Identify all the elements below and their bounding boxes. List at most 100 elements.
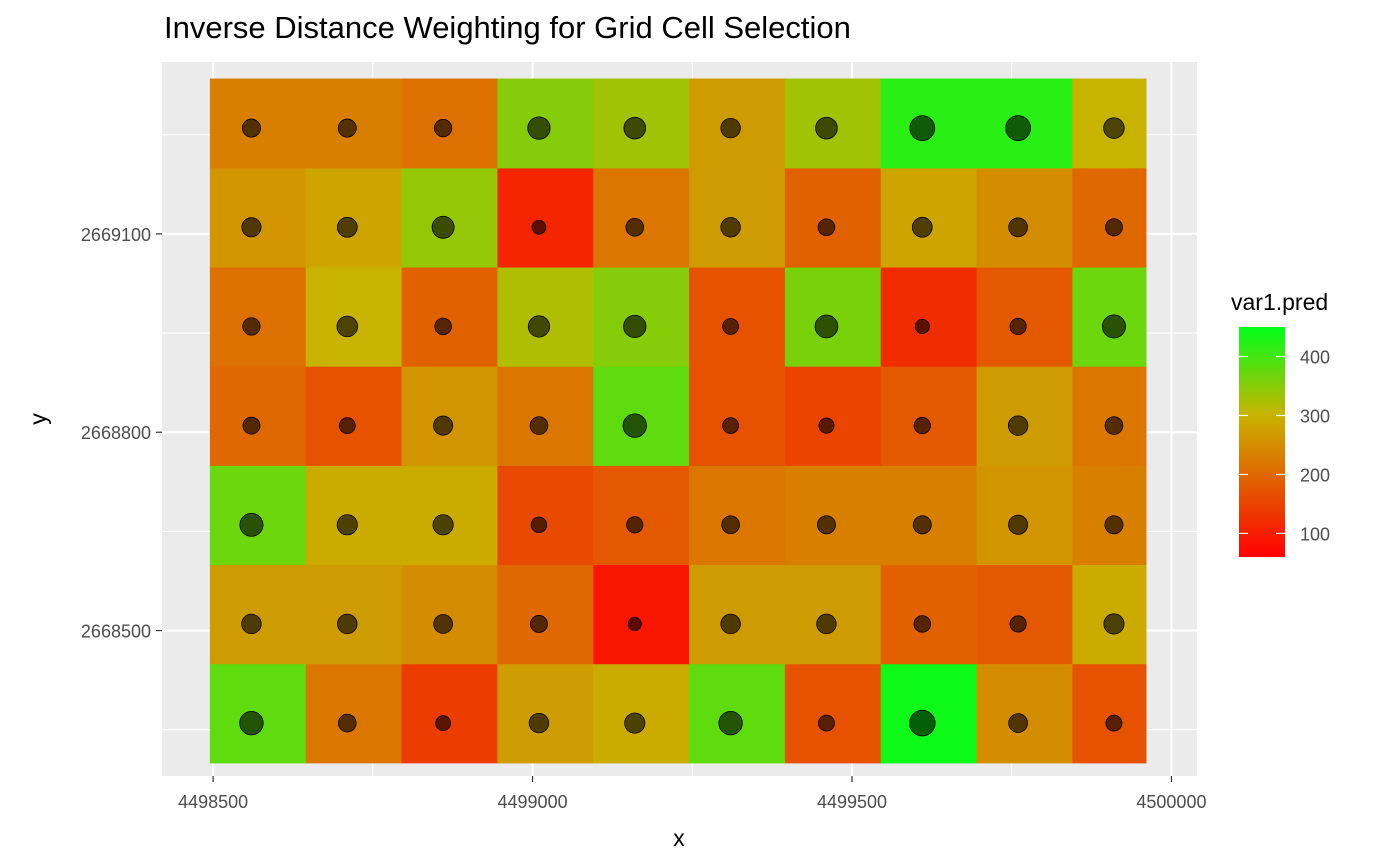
data-point	[1103, 117, 1125, 139]
data-point	[527, 315, 551, 338]
data-point	[1103, 613, 1125, 635]
data-point	[241, 118, 261, 138]
data-point	[913, 615, 932, 633]
heatmap-cells	[209, 78, 1147, 764]
data-point	[814, 314, 839, 339]
heatmap-cell	[209, 266, 307, 367]
legend-tick-label: 400	[1300, 347, 1330, 367]
heatmap-cell	[305, 366, 403, 466]
data-point	[529, 416, 549, 435]
data-point	[818, 714, 835, 732]
data-point	[913, 417, 931, 435]
heatmap-cell	[305, 465, 403, 566]
y-tick-label: 2668800	[81, 423, 151, 443]
heatmap-cell	[497, 266, 594, 367]
heatmap-cell	[497, 564, 594, 665]
heatmap-cell	[784, 366, 882, 466]
heatmap-cell	[976, 167, 1074, 268]
heatmap-cell	[1072, 465, 1147, 566]
heatmap-cell	[401, 663, 499, 764]
data-point	[242, 317, 261, 336]
heatmap-cell	[1072, 564, 1147, 665]
y-axis-label: y	[25, 413, 51, 425]
data-point	[435, 715, 451, 731]
heatmap-cell	[497, 366, 594, 466]
heatmap-cell	[305, 663, 403, 764]
heatmap-cell	[401, 167, 499, 268]
heatmap-cell	[593, 564, 690, 665]
legend-colorbar	[1239, 327, 1285, 557]
data-point	[239, 512, 264, 537]
heatmap-cell	[784, 663, 882, 764]
data-point	[338, 713, 357, 733]
heatmap-cell	[209, 564, 307, 665]
data-point	[818, 417, 835, 434]
heatmap-cell	[976, 366, 1074, 466]
x-tick-label: 4500000	[1136, 792, 1206, 812]
heatmap-cell	[880, 366, 978, 466]
data-point	[817, 218, 836, 237]
data-point	[239, 710, 264, 736]
heatmap-cell	[1072, 366, 1147, 466]
data-point	[1101, 314, 1126, 339]
chart-title: Inverse Distance Weighting for Grid Cell…	[164, 10, 851, 45]
heatmap-cell	[497, 465, 594, 566]
x-tick-label: 4498500	[178, 792, 248, 812]
data-point	[625, 218, 645, 237]
heatmap-cell	[593, 465, 690, 566]
data-point	[624, 712, 646, 734]
data-point	[720, 613, 741, 635]
heatmap-cell	[880, 465, 978, 566]
data-point	[1008, 217, 1028, 238]
data-point	[431, 215, 455, 239]
heatmap-cell	[401, 564, 499, 665]
data-point	[911, 216, 933, 238]
heatmap-cell	[880, 266, 978, 367]
heatmap-cell	[401, 465, 499, 566]
legend-tick-label: 300	[1300, 406, 1330, 426]
data-point	[528, 712, 550, 734]
data-point	[1009, 615, 1027, 633]
data-point	[241, 217, 262, 238]
data-point	[338, 417, 356, 434]
data-point	[1104, 416, 1124, 435]
data-point	[242, 416, 261, 435]
data-point	[720, 217, 741, 238]
heatmap-cell	[1072, 663, 1147, 764]
heatmap-cell	[976, 663, 1074, 764]
heatmap-cell	[497, 663, 594, 764]
heatmap-cell	[401, 366, 499, 466]
data-points	[239, 115, 1126, 737]
x-tick-label: 4499000	[498, 792, 568, 812]
data-point	[433, 415, 454, 436]
heatmap-cell	[880, 564, 978, 665]
data-point	[909, 709, 936, 737]
data-point	[434, 119, 453, 138]
heatmap-cell	[593, 167, 690, 268]
data-point	[531, 219, 547, 235]
data-point	[337, 118, 357, 138]
data-point	[1105, 714, 1123, 732]
data-point	[722, 417, 739, 434]
heatmap-cell	[1072, 167, 1147, 268]
data-point	[722, 318, 739, 335]
data-point	[626, 516, 644, 534]
heatmap-cell	[976, 465, 1074, 566]
data-point	[433, 614, 453, 634]
heatmap-cell	[401, 266, 499, 367]
data-point	[337, 613, 358, 635]
heatmap-cell	[976, 564, 1074, 665]
heatmap-cell	[689, 167, 786, 268]
data-point	[718, 710, 743, 736]
legend-tick-label: 200	[1300, 465, 1330, 485]
data-point	[622, 413, 647, 438]
data-point	[1008, 713, 1028, 733]
data-point	[816, 515, 836, 535]
data-point	[816, 613, 837, 635]
data-point	[720, 117, 741, 139]
data-point	[912, 515, 932, 535]
data-point	[336, 216, 358, 238]
data-point	[1105, 218, 1123, 237]
heatmap-cell	[497, 167, 594, 268]
